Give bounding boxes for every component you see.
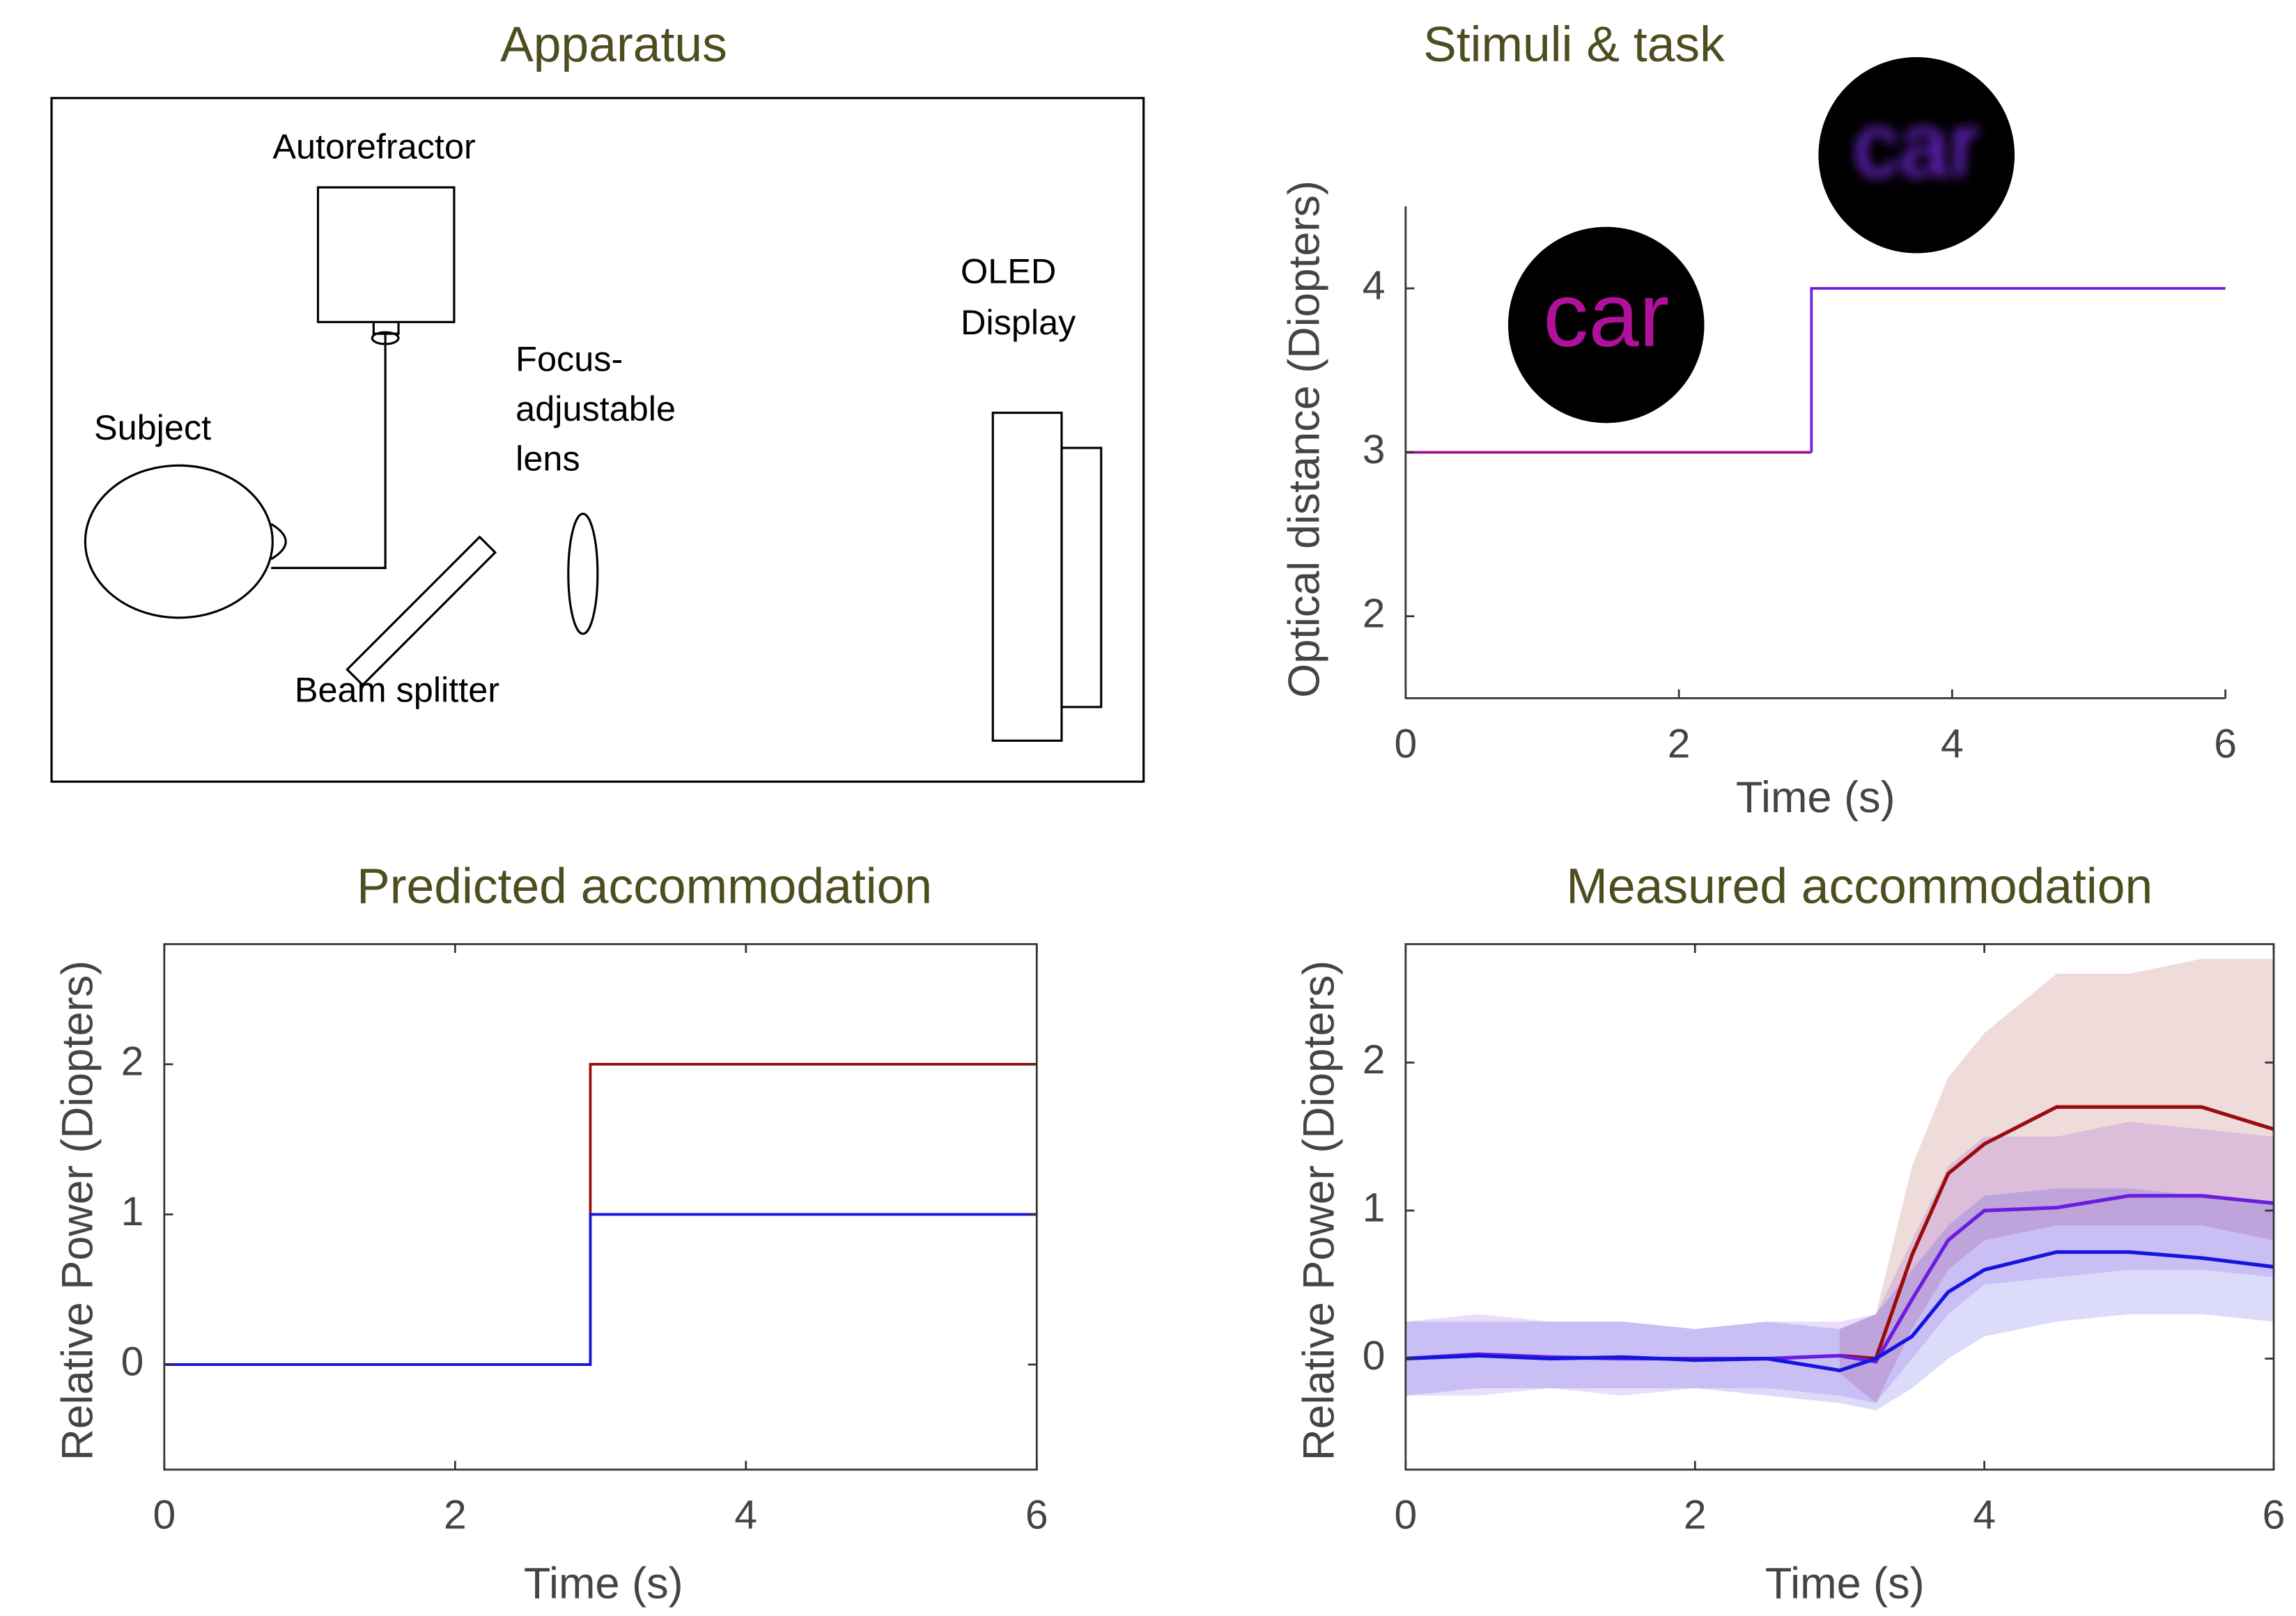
autorefractor-box [316,186,456,323]
x-axis-label: Time (s) [524,1560,683,1608]
y-tick-label: 2 [1363,591,1386,636]
label: Beam splitter [295,669,499,709]
display-screen [1060,446,1103,708]
line [1839,1105,2274,1361]
chart-title: Predicted accommodation [357,859,932,915]
y-tick-label: 3 [1363,427,1386,472]
chart: Stimuli & task Time (s) Optical distance (… [1280,17,2237,822]
apparatus-diagram: Apparatus Autorefractor Subject Focus- a… [50,17,1145,783]
x-tick-label: 0 [1394,1493,1417,1538]
chart-title: Stimuli & task [1423,17,1725,72]
x-axis-label: Time (s) [1736,773,1895,822]
x-tick-label: 0 [1394,721,1417,766]
y-axis-label: Optical distance (Diopters) [1280,180,1329,698]
car-sharp-disc [1507,226,1705,424]
band [1405,1121,2274,1404]
x-tick-label: 2 [444,1493,467,1538]
label: adjustable [515,389,676,428]
x-axis-label: Time (s) [1765,1560,1925,1608]
subject-nose [270,522,287,561]
y-axis-label: Relative Power (Diopters) [54,961,102,1461]
axes-frame [163,943,1038,1471]
line [1405,1250,2274,1373]
subject-head [84,464,274,619]
x-tick-label: 2 [1684,1493,1707,1538]
y-axis-label: Relative Power (Diopters) [1295,961,1344,1461]
label: Focus- [515,339,623,378]
line [1810,287,2226,453]
optical-path [271,322,400,569]
diagram-title: Apparatus [500,17,727,72]
label: OLED [961,251,1056,290]
x-tick-label: 2 [1668,721,1691,766]
label: lens [515,438,580,478]
x-tick-label: 6 [2263,1493,2286,1538]
y-tick-label: 2 [121,1039,144,1084]
autorefractor-lens [371,331,400,345]
car-blurred-text: car [1854,94,1980,196]
band [1405,1188,2274,1411]
y-tick-label: 2 [1363,1037,1386,1082]
label: Autorefractor [272,127,475,166]
label: Display [961,302,1076,342]
y-tick-label: 1 [121,1189,144,1234]
x-tick-label: 4 [1941,721,1964,766]
y-tick-label: 4 [1363,263,1386,309]
y-tick-label: 0 [1363,1333,1386,1378]
x-tick-label: 6 [1025,1493,1048,1538]
chart: Measured accommodation Time (s) Relative P… [1295,859,2286,1608]
car-sharp-text: car [1543,264,1669,366]
lens [567,513,599,635]
car-blurred-disc [1818,56,2015,254]
chart: Predicted accommodation Time (s) Relative … [54,859,1048,1608]
beam-splitter [346,535,497,687]
x-tick-label: 4 [1973,1493,1996,1538]
x-tick-label: 4 [734,1493,757,1538]
diagram-frame [50,97,1145,783]
band [1839,958,2274,1404]
axes-frame [1404,943,2275,1471]
x-tick-label: 0 [153,1493,176,1538]
label: Subject [94,407,211,447]
x-tick-label: 6 [2214,721,2237,766]
chart-title: Measured accommodation [1566,859,2152,915]
line [164,1213,1037,1366]
y-tick-label: 0 [121,1339,144,1385]
display-body [991,412,1063,742]
y-tick-label: 1 [1363,1186,1386,1231]
